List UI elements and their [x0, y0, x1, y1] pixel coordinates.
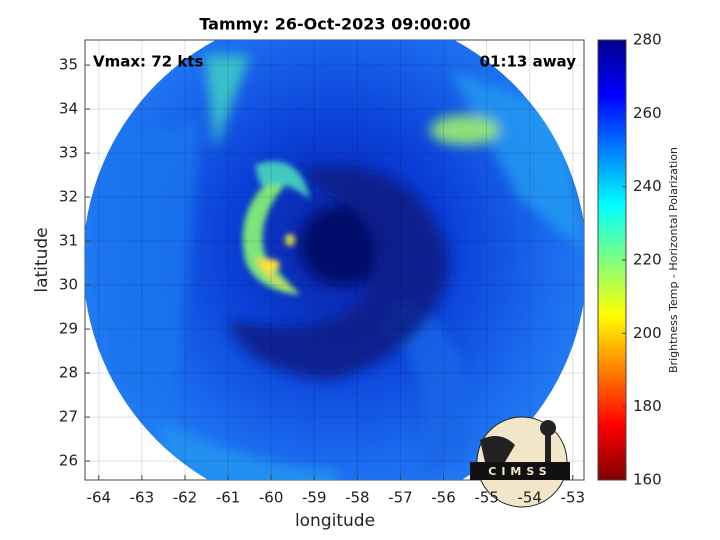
- x-tick-label: -59: [302, 489, 327, 507]
- colorbar-tick-label: 180: [633, 397, 662, 415]
- y-tick-label: 26: [59, 452, 78, 470]
- x-tick-label: -56: [431, 489, 456, 507]
- x-tick-label: -54: [517, 489, 542, 507]
- y-tick-label: 30: [59, 276, 78, 294]
- x-tick-label: -53: [561, 489, 586, 507]
- logo-text: CIMSS: [488, 465, 551, 478]
- chart-title: Tammy: 26-Oct-2023 09:00:00: [199, 15, 470, 34]
- y-tick-label: 27: [59, 408, 78, 426]
- x-tick-label: -58: [345, 489, 370, 507]
- colorbar-tick-label: 240: [633, 177, 662, 195]
- y-tick-label: 31: [59, 232, 78, 250]
- cimss-logo: CIMSS: [470, 416, 570, 508]
- colorbar-tick-label: 200: [633, 324, 662, 342]
- x-tick-label: -57: [388, 489, 413, 507]
- colorbar-tick-label: 280: [633, 31, 662, 49]
- y-tick-label: 34: [59, 100, 78, 118]
- x-tick-label: -64: [87, 489, 112, 507]
- y-tick-label: 33: [59, 144, 78, 162]
- x-axis-label: longitude: [295, 511, 375, 531]
- y-tick-label: 35: [59, 56, 78, 74]
- colorbar-tick-label: 220: [633, 251, 662, 269]
- x-tick-label: -61: [216, 489, 241, 507]
- y-axis-label: latitude: [32, 227, 52, 292]
- colorbar-tick-label: 160: [633, 471, 662, 489]
- x-tick-label: -62: [173, 489, 198, 507]
- y-tick-label: 29: [59, 320, 78, 338]
- y-tick-label: 32: [59, 188, 78, 206]
- colorbar-label: Brightness Temp - Horizontal Polarizatio…: [667, 147, 680, 373]
- x-tick-label: -60: [259, 489, 284, 507]
- colorbar: [597, 39, 627, 481]
- y-tick-label: 28: [59, 364, 78, 382]
- x-tick-label: -55: [474, 489, 499, 507]
- vmax-annotation: Vmax: 72 kts: [93, 53, 203, 71]
- time-annotation: 01:13 away: [480, 53, 577, 71]
- x-tick-label: -63: [130, 489, 155, 507]
- colorbar-tick-label: 260: [633, 104, 662, 122]
